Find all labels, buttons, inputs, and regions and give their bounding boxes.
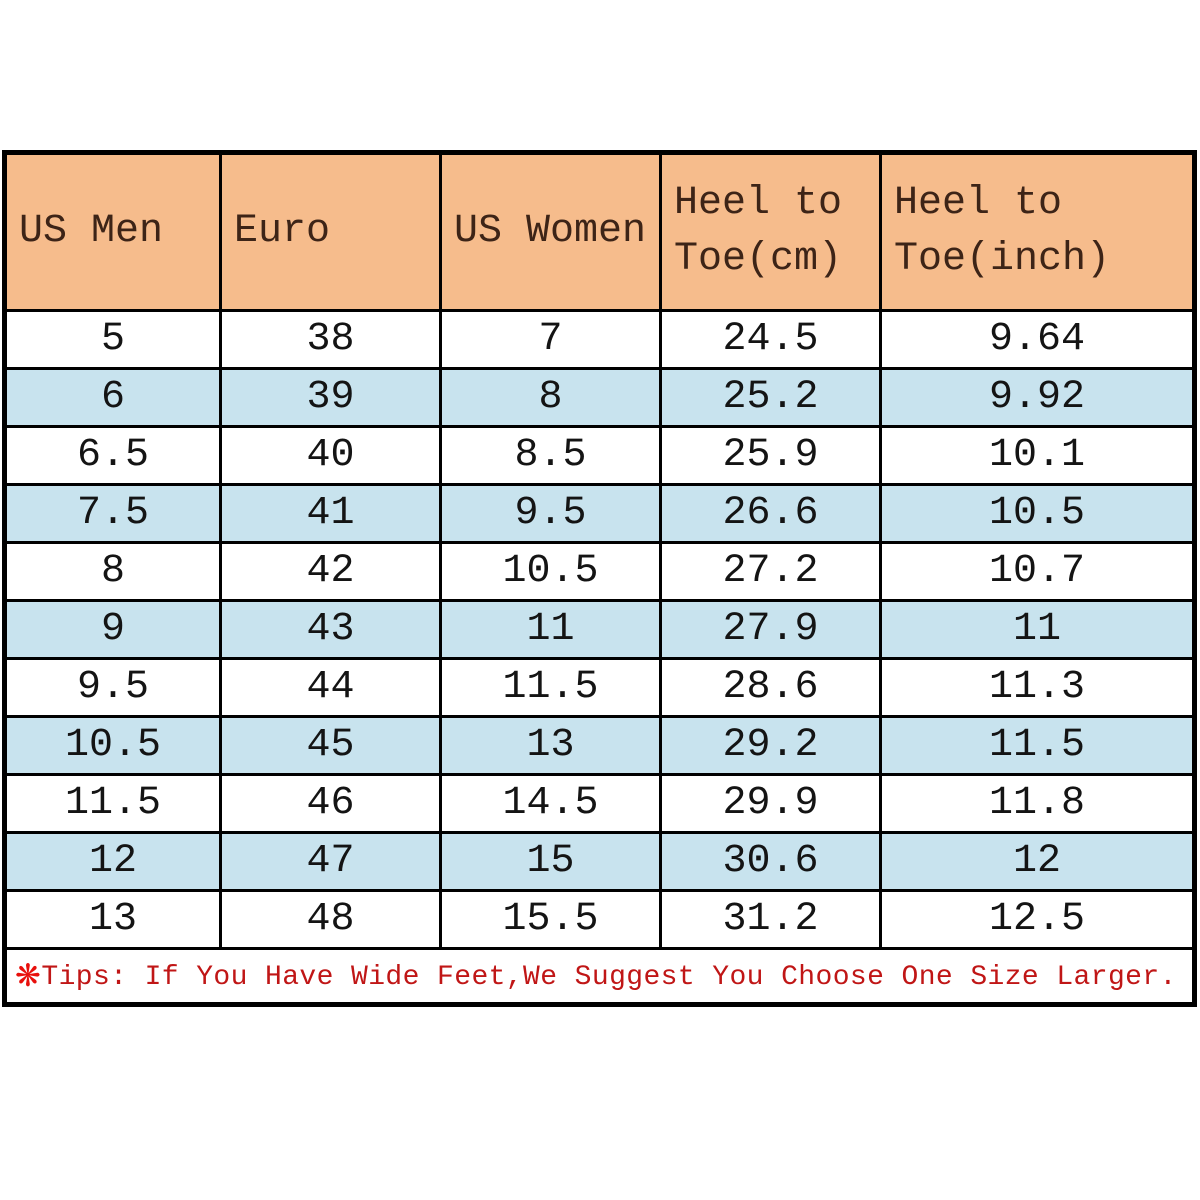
column-header-heel-to-toe-cm: Heel to Toe(cm) bbox=[659, 151, 882, 312]
cell-us-men: 9.5 bbox=[3, 657, 222, 718]
shoe-size-chart: US Men Euro US Women Heel to Toe(cm) Heel to… bbox=[2, 150, 1197, 1007]
cell-us-women: 11 bbox=[439, 599, 662, 660]
cell-us-men: 11.5 bbox=[3, 773, 222, 834]
table-row: 5 38 7 24.5 9.64 bbox=[3, 309, 1196, 370]
cell-euro: 40 bbox=[219, 425, 442, 486]
cell-us-men: 12 bbox=[3, 831, 222, 892]
cell-euro: 47 bbox=[219, 831, 442, 892]
column-header-euro: Euro bbox=[219, 151, 442, 312]
cell-euro: 39 bbox=[219, 367, 442, 428]
cell-euro: 44 bbox=[219, 657, 442, 718]
column-header-us-men: US Men bbox=[3, 151, 222, 312]
cell-us-women: 9.5 bbox=[439, 483, 662, 544]
cell-us-men: 6 bbox=[3, 367, 222, 428]
cell-euro: 38 bbox=[219, 309, 442, 370]
cell-heel-to-toe-cm: 27.2 bbox=[659, 541, 882, 602]
cell-heel-to-toe-inch: 10.5 bbox=[879, 483, 1196, 544]
table-row: 12 47 15 30.6 12 bbox=[3, 831, 1196, 892]
cell-us-women: 8 bbox=[439, 367, 662, 428]
asterisk-flower-icon: ❋ bbox=[15, 958, 42, 994]
cell-us-women: 14.5 bbox=[439, 773, 662, 834]
cell-euro: 45 bbox=[219, 715, 442, 776]
cell-heel-to-toe-cm: 26.6 bbox=[659, 483, 882, 544]
table-row: 10.5 45 13 29.2 11.5 bbox=[3, 715, 1196, 776]
cell-us-women: 7 bbox=[439, 309, 662, 370]
cell-us-men: 9 bbox=[3, 599, 222, 660]
column-header-heel-to-toe-inch: Heel to Toe(inch) bbox=[879, 151, 1196, 312]
cell-heel-to-toe-cm: 28.6 bbox=[659, 657, 882, 718]
cell-heel-to-toe-inch: 9.92 bbox=[879, 367, 1196, 428]
cell-euro: 42 bbox=[219, 541, 442, 602]
cell-heel-to-toe-inch: 11.5 bbox=[879, 715, 1196, 776]
cell-heel-to-toe-cm: 29.2 bbox=[659, 715, 882, 776]
cell-us-women: 15.5 bbox=[439, 889, 662, 950]
cell-heel-to-toe-cm: 30.6 bbox=[659, 831, 882, 892]
cell-us-men: 6.5 bbox=[3, 425, 222, 486]
tips-text: Tips: If You Have Wide Feet,We Suggest Y… bbox=[41, 962, 1177, 993]
tips-row: ❋Tips: If You Have Wide Feet,We Suggest … bbox=[3, 947, 1196, 1006]
cell-heel-to-toe-cm: 25.9 bbox=[659, 425, 882, 486]
cell-heel-to-toe-inch: 11.3 bbox=[879, 657, 1196, 718]
table-row: 13 48 15.5 31.2 12.5 bbox=[3, 889, 1196, 950]
cell-heel-to-toe-inch: 10.7 bbox=[879, 541, 1196, 602]
header-row: US Men Euro US Women Heel to Toe(cm) Heel to… bbox=[3, 151, 1196, 312]
table-row: 6.5 40 8.5 25.9 10.1 bbox=[3, 425, 1196, 486]
cell-us-women: 15 bbox=[439, 831, 662, 892]
table-row: 7.5 41 9.5 26.6 10.5 bbox=[3, 483, 1196, 544]
table-row: 8 42 10.5 27.2 10.7 bbox=[3, 541, 1196, 602]
cell-heel-to-toe-inch: 12.5 bbox=[879, 889, 1196, 950]
cell-euro: 48 bbox=[219, 889, 442, 950]
cell-us-men: 8 bbox=[3, 541, 222, 602]
cell-us-men: 10.5 bbox=[3, 715, 222, 776]
cell-heel-to-toe-cm: 27.9 bbox=[659, 599, 882, 660]
table-row: 9 43 11 27.9 11 bbox=[3, 599, 1196, 660]
cell-heel-to-toe-cm: 29.9 bbox=[659, 773, 882, 834]
cell-heel-to-toe-inch: 9.64 bbox=[879, 309, 1196, 370]
cell-us-men: 7.5 bbox=[3, 483, 222, 544]
tips-cell: ❋Tips: If You Have Wide Feet,We Suggest … bbox=[3, 947, 1196, 1006]
cell-heel-to-toe-cm: 24.5 bbox=[659, 309, 882, 370]
cell-heel-to-toe-inch: 11 bbox=[879, 599, 1196, 660]
cell-heel-to-toe-cm: 25.2 bbox=[659, 367, 882, 428]
cell-us-women: 8.5 bbox=[439, 425, 662, 486]
cell-heel-to-toe-inch: 10.1 bbox=[879, 425, 1196, 486]
cell-us-women: 13 bbox=[439, 715, 662, 776]
cell-heel-to-toe-cm: 31.2 bbox=[659, 889, 882, 950]
column-header-us-women: US Women bbox=[439, 151, 662, 312]
table-row: 9.5 44 11.5 28.6 11.3 bbox=[3, 657, 1196, 718]
cell-us-men: 5 bbox=[3, 309, 222, 370]
cell-euro: 41 bbox=[219, 483, 442, 544]
cell-euro: 43 bbox=[219, 599, 442, 660]
cell-heel-to-toe-inch: 11.8 bbox=[879, 773, 1196, 834]
table-row: 11.5 46 14.5 29.9 11.8 bbox=[3, 773, 1196, 834]
table-row: 6 39 8 25.2 9.92 bbox=[3, 367, 1196, 428]
cell-euro: 46 bbox=[219, 773, 442, 834]
cell-heel-to-toe-inch: 12 bbox=[879, 831, 1196, 892]
cell-us-men: 13 bbox=[3, 889, 222, 950]
cell-us-women: 11.5 bbox=[439, 657, 662, 718]
cell-us-women: 10.5 bbox=[439, 541, 662, 602]
